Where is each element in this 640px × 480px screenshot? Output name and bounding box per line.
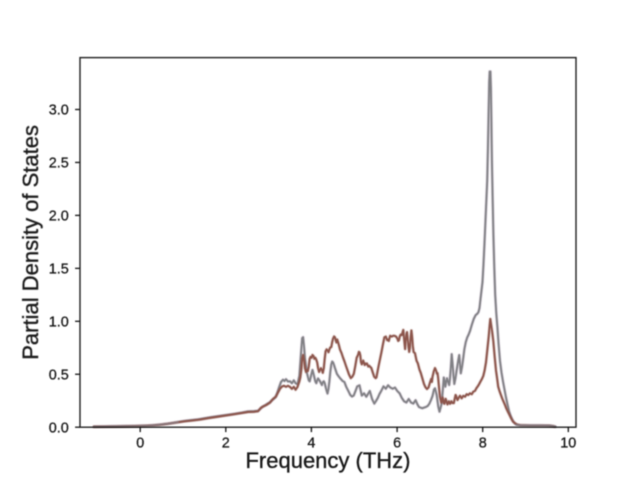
svg-text:0.5: 0.5 xyxy=(49,367,69,383)
svg-text:1.0: 1.0 xyxy=(49,314,69,330)
svg-text:8: 8 xyxy=(479,436,487,452)
svg-text:6: 6 xyxy=(393,436,401,452)
svg-text:4: 4 xyxy=(307,436,315,452)
svg-text:3.0: 3.0 xyxy=(49,103,69,119)
svg-text:0: 0 xyxy=(136,436,144,452)
svg-text:1.5: 1.5 xyxy=(49,262,69,278)
svg-text:Partial Density of States: Partial Density of States xyxy=(18,125,43,360)
svg-text:2: 2 xyxy=(222,436,230,452)
svg-text:2.5: 2.5 xyxy=(49,156,69,172)
svg-text:Frequency (THz): Frequency (THz) xyxy=(245,448,410,473)
svg-text:10: 10 xyxy=(560,436,576,452)
svg-text:0.0: 0.0 xyxy=(49,420,69,436)
svg-text:2.0: 2.0 xyxy=(49,209,69,225)
